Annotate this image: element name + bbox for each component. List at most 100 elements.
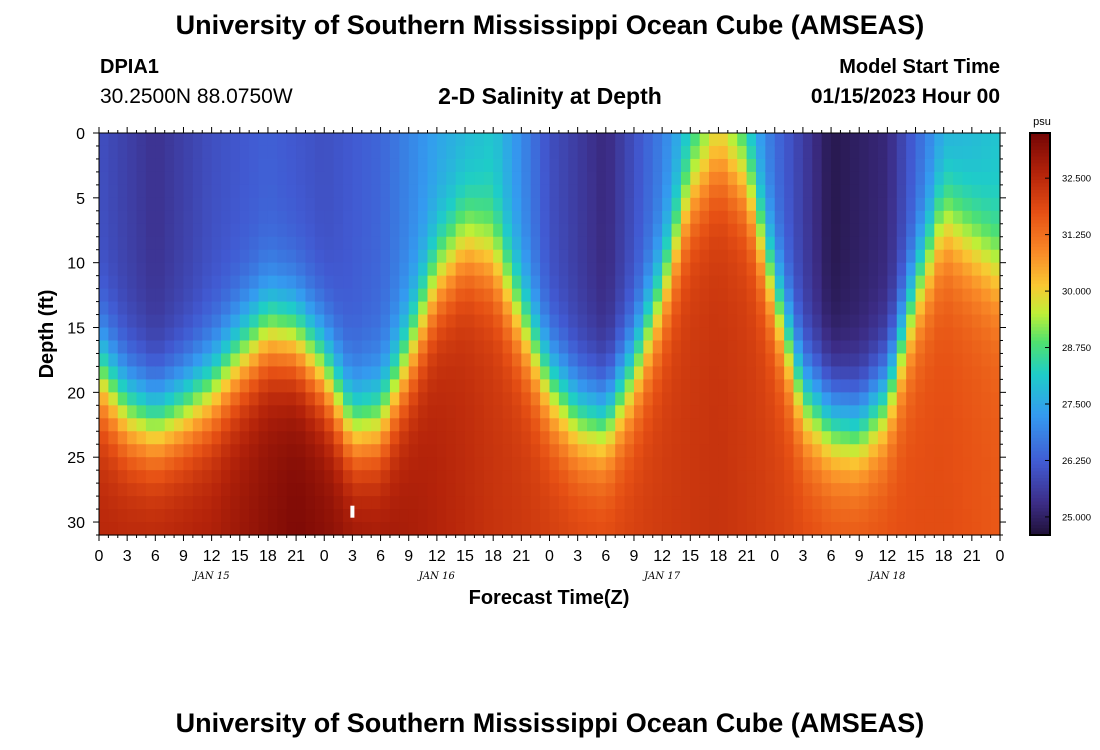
- heatmap-cell: [286, 223, 297, 238]
- heatmap-cell: [465, 197, 476, 212]
- heatmap-cell: [530, 340, 541, 355]
- heatmap-cell: [446, 158, 457, 173]
- heatmap-cell: [906, 509, 917, 523]
- heatmap-cell: [831, 496, 842, 510]
- heatmap-cell: [174, 418, 185, 432]
- heatmap-cell: [906, 444, 917, 458]
- heatmap-cell: [145, 327, 156, 342]
- heatmap-cell: [877, 483, 888, 497]
- heatmap-cell: [671, 197, 682, 212]
- heatmap-cell: [624, 133, 635, 147]
- heatmap-cell: [286, 184, 297, 199]
- colorbar-segment: [1030, 370, 1050, 375]
- heatmap-cell: [483, 483, 494, 497]
- heatmap-cell: [549, 327, 560, 342]
- heatmap-cell: [652, 522, 663, 536]
- heatmap-cell: [399, 275, 410, 290]
- heatmap-cell: [493, 236, 504, 251]
- heatmap-cell: [296, 197, 307, 212]
- heatmap-cell: [887, 236, 898, 251]
- heatmap-cell: [455, 197, 466, 212]
- heatmap-cell: [812, 210, 823, 225]
- heatmap-cell: [258, 197, 269, 212]
- heatmap-cell: [258, 327, 269, 342]
- heatmap-cell: [211, 509, 222, 523]
- colorbar-segment: [1030, 206, 1050, 211]
- heatmap-cell: [455, 223, 466, 238]
- heatmap-cell: [230, 158, 241, 173]
- heatmap-cell: [568, 133, 579, 147]
- heatmap-cell: [249, 171, 260, 186]
- heatmap-cell: [802, 392, 813, 406]
- heatmap-cell: [474, 301, 485, 316]
- heatmap-cell: [399, 327, 410, 342]
- heatmap-cell: [455, 509, 466, 523]
- heatmap-cell: [774, 379, 785, 393]
- heatmap-cell: [380, 327, 391, 342]
- station-coordinates: 30.2500N 88.0750W: [100, 85, 293, 108]
- heatmap-cell: [511, 353, 522, 368]
- heatmap-cell: [361, 522, 372, 536]
- heatmap-cell: [793, 301, 804, 316]
- heatmap-cell: [943, 379, 954, 393]
- heatmap-cell: [136, 496, 147, 510]
- heatmap-cell: [277, 457, 288, 471]
- model-start-label: Model Start Time: [839, 56, 1000, 78]
- heatmap-cell: [380, 249, 391, 264]
- heatmap-cell: [971, 275, 982, 290]
- heatmap-cell: [380, 158, 391, 173]
- colorbar-segment: [1030, 504, 1050, 509]
- heatmap-cell: [183, 483, 194, 497]
- heatmap-cell: [831, 301, 842, 316]
- heatmap-cell: [174, 353, 185, 368]
- heatmap-cell: [549, 314, 560, 329]
- heatmap-cell: [389, 197, 400, 212]
- heatmap-cell: [380, 171, 391, 186]
- heatmap-cell: [784, 509, 795, 523]
- heatmap-cell: [568, 522, 579, 536]
- heatmap-cell: [709, 366, 720, 380]
- heatmap-cell: [765, 366, 776, 380]
- colorbar-segment: [1030, 488, 1050, 493]
- heatmap-cell: [943, 483, 954, 497]
- heatmap-cell: [418, 158, 429, 173]
- heatmap-cell: [117, 158, 128, 173]
- heatmap-cell: [953, 210, 964, 225]
- heatmap-cell: [277, 444, 288, 458]
- x-tick-label: 18: [935, 548, 953, 565]
- heatmap-cell: [746, 496, 757, 510]
- heatmap-cell: [587, 288, 598, 303]
- heatmap-cell: [202, 314, 213, 329]
- heatmap-cell: [718, 249, 729, 264]
- heatmap-cell: [474, 353, 485, 368]
- heatmap-cell: [408, 327, 419, 342]
- heatmap-cell: [596, 496, 607, 510]
- heatmap-cell: [699, 483, 710, 497]
- heatmap-cell: [361, 496, 372, 510]
- heatmap-cell: [680, 301, 691, 316]
- heatmap-cell: [99, 262, 109, 277]
- heatmap-cell: [877, 197, 888, 212]
- heatmap-cell: [314, 483, 325, 497]
- heatmap-cell: [718, 405, 729, 419]
- y-tick-label: 0: [76, 126, 85, 143]
- heatmap-cell: [183, 418, 194, 432]
- heatmap-cell: [380, 509, 391, 523]
- heatmap-cell: [765, 457, 776, 471]
- heatmap-cell: [333, 353, 344, 368]
- heatmap-cell: [690, 418, 701, 432]
- colorbar-segment: [1030, 250, 1050, 255]
- heatmap-cell: [127, 249, 138, 264]
- heatmap-cell: [812, 509, 823, 523]
- heatmap-cell: [943, 405, 954, 419]
- colorbar-segment: [1030, 210, 1050, 214]
- heatmap-cell: [784, 366, 795, 380]
- heatmap-cell: [821, 197, 832, 212]
- heatmap-cell: [446, 405, 457, 419]
- heatmap-cell: [924, 405, 935, 419]
- heatmap-cell: [418, 314, 429, 329]
- heatmap-cell: [361, 145, 372, 160]
- heatmap-cell: [793, 249, 804, 264]
- heatmap-cell: [389, 158, 400, 173]
- heatmap-cell: [239, 496, 250, 510]
